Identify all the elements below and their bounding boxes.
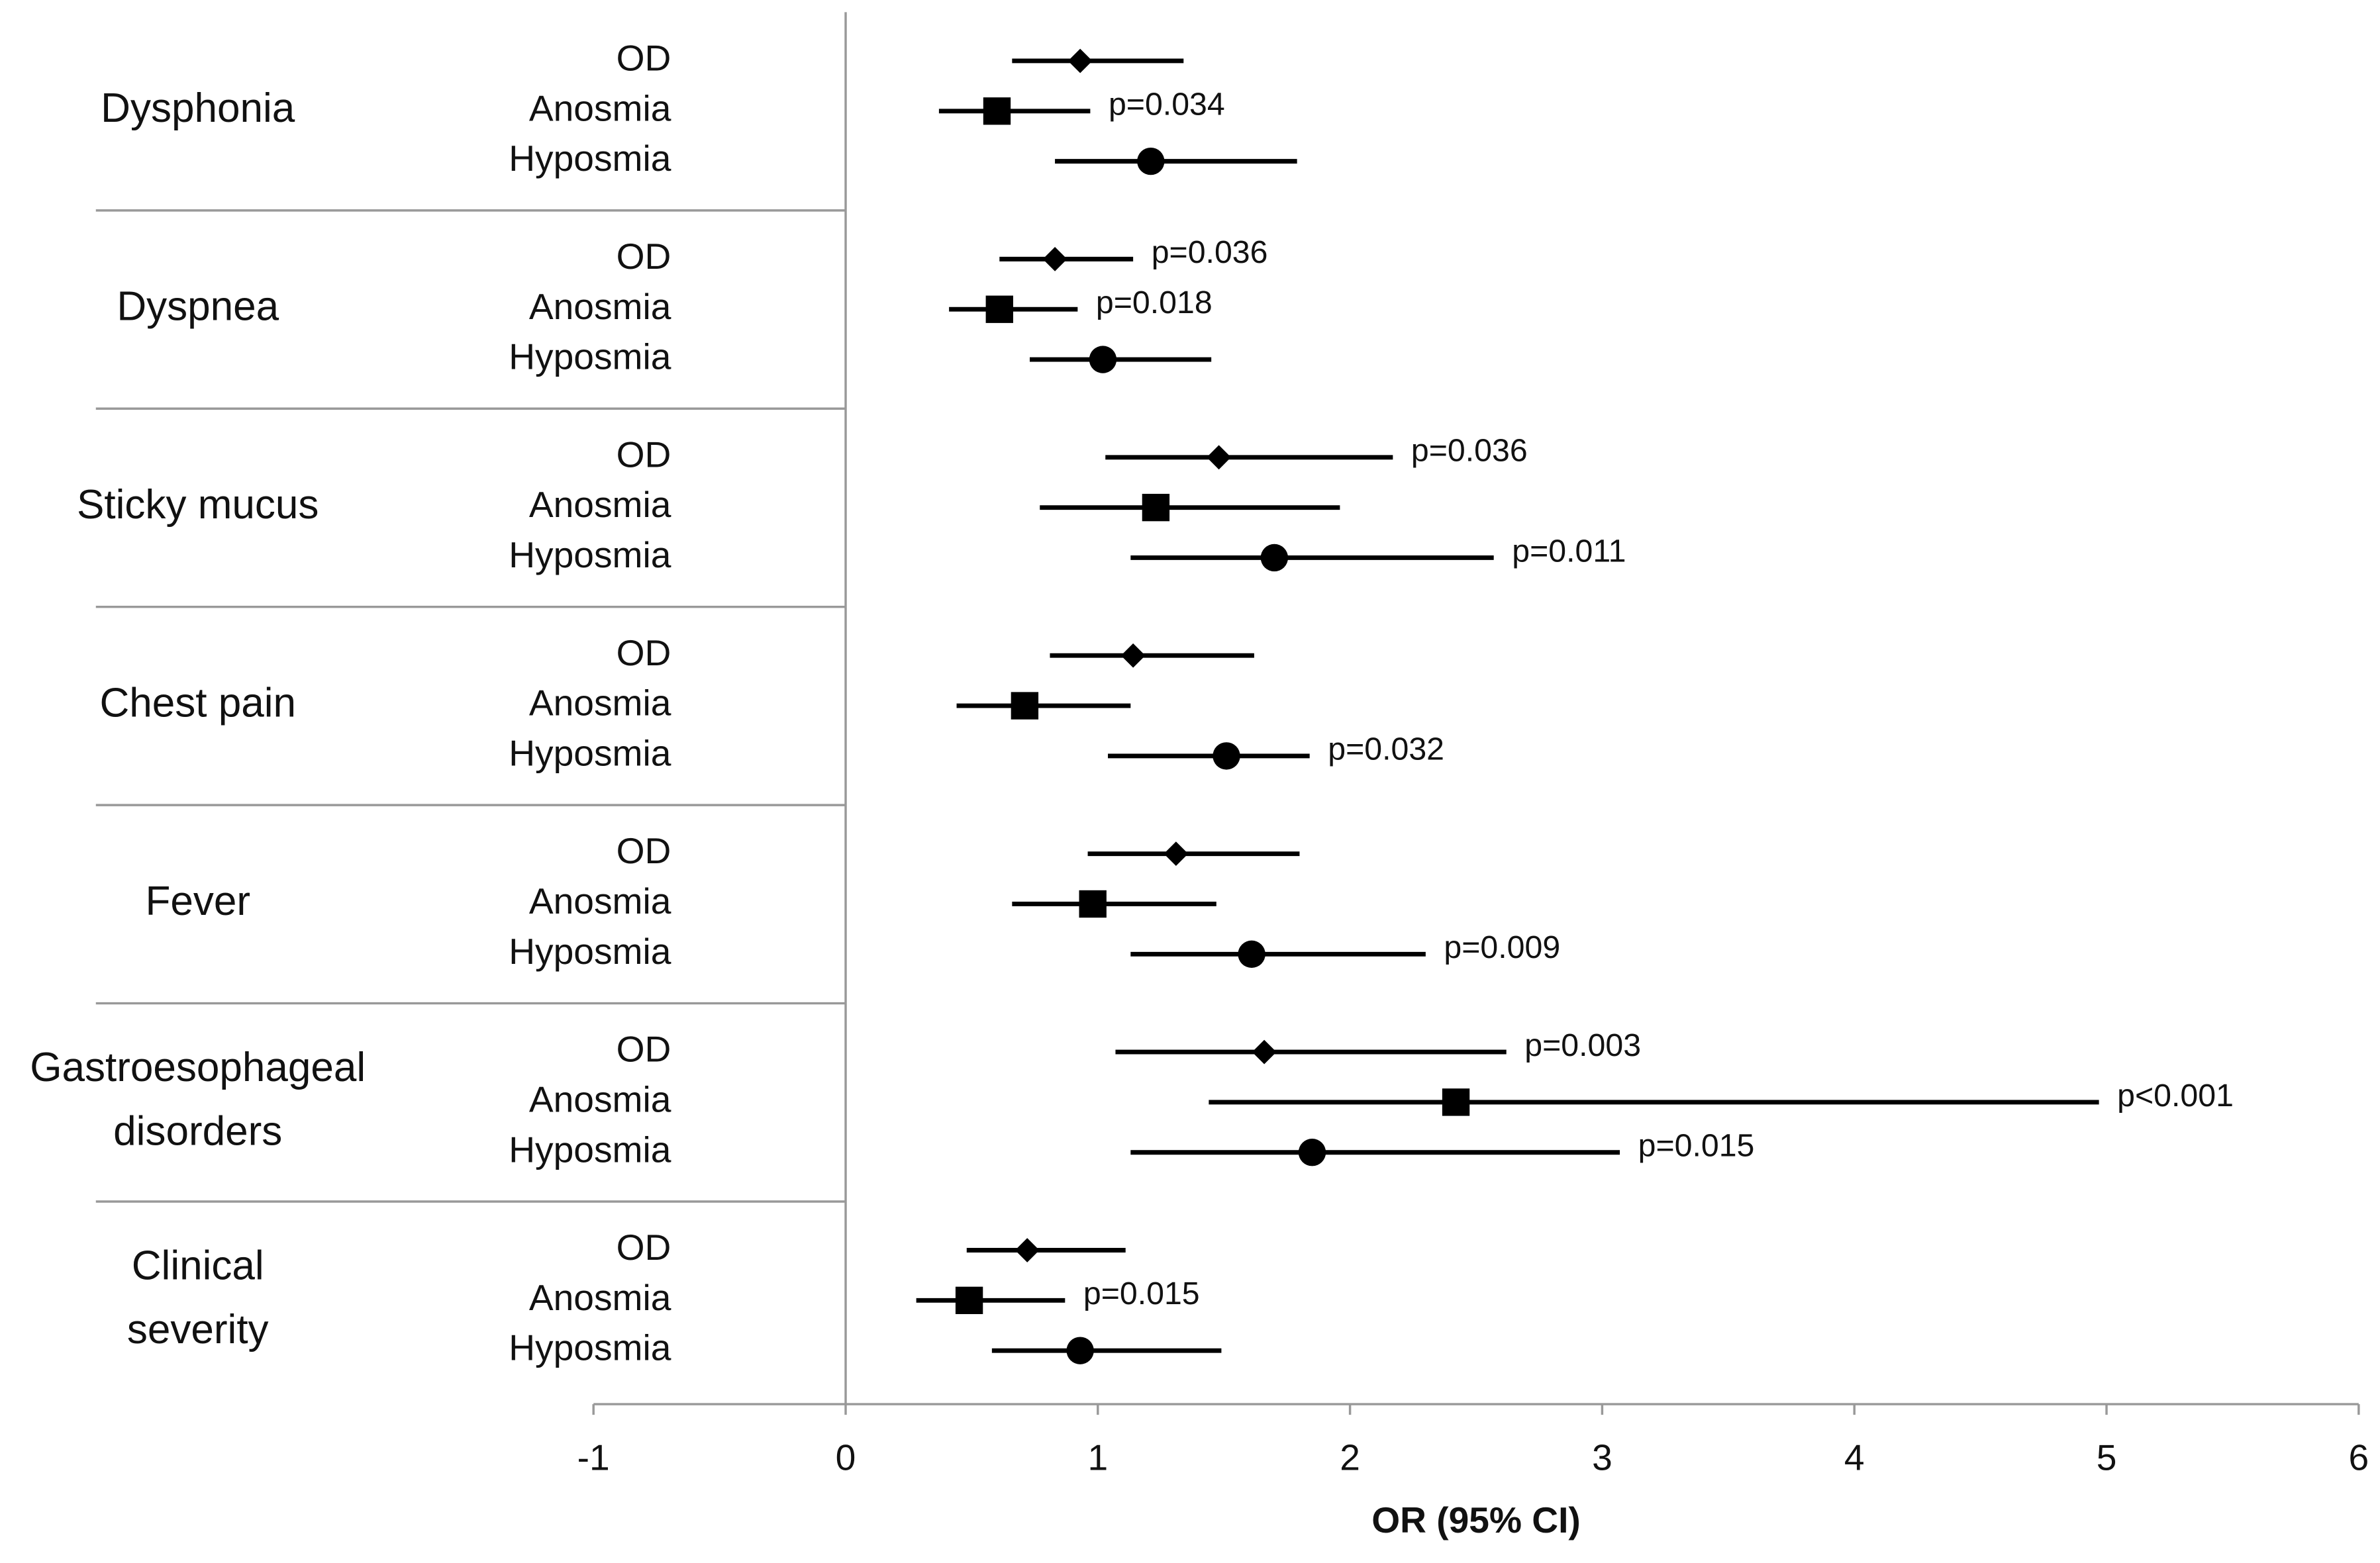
x-tick-label: 0	[836, 1437, 856, 1478]
p-value-label: p=0.018	[1096, 285, 1213, 320]
p-value-label: p=0.015	[1638, 1128, 1755, 1164]
p-value-label: p=0.034	[1109, 87, 1225, 122]
x-tick-label: 6	[2348, 1437, 2369, 1478]
row-label: Hyposmia	[509, 336, 671, 377]
x-tick-label: 3	[1592, 1437, 1612, 1478]
p-value-label: p=0.036	[1411, 433, 1528, 469]
estimate-marker	[955, 1286, 983, 1315]
x-tick-label: 2	[1340, 1437, 1360, 1478]
row-label: Anosmia	[529, 1277, 671, 1318]
estimate-marker	[1137, 147, 1165, 175]
estimate-marker	[1207, 445, 1231, 470]
estimate-marker	[1252, 1039, 1277, 1065]
row-label: Hyposmia	[509, 534, 671, 575]
row-label: OD	[617, 632, 671, 673]
p-value-label: p<0.001	[2117, 1078, 2234, 1113]
group-label: severity	[127, 1307, 269, 1352]
x-tick-label: 1	[1087, 1437, 1108, 1478]
x-tick-label: 5	[2097, 1437, 2117, 1478]
estimate-marker	[1298, 1139, 1326, 1166]
row-label: Anosmia	[529, 484, 671, 525]
row-label: OD	[617, 236, 671, 277]
group-label: Chest pain	[99, 680, 296, 726]
row-label: OD	[617, 1029, 671, 1070]
p-value-label: p=0.009	[1444, 929, 1560, 965]
group-label: Sticky mucus	[77, 482, 319, 528]
row-label: Hyposmia	[509, 732, 671, 773]
row-label: OD	[617, 830, 671, 871]
row-label: Anosmia	[529, 286, 671, 327]
group-label: Clinical	[132, 1243, 264, 1288]
p-value-label: p=0.032	[1328, 732, 1444, 767]
estimate-marker	[1164, 841, 1189, 867]
row-label: Anosmia	[529, 1078, 671, 1119]
estimate-marker	[1015, 1238, 1040, 1262]
row-label: Hyposmia	[509, 1327, 671, 1368]
group-label: disorders	[113, 1109, 282, 1155]
estimate-marker	[1066, 1337, 1094, 1364]
row-label: OD	[617, 38, 671, 79]
p-value-label: p=0.015	[1083, 1276, 1200, 1311]
estimate-marker	[1067, 48, 1093, 73]
row-label: Anosmia	[529, 683, 671, 724]
estimate-marker	[1238, 940, 1265, 968]
estimate-marker	[1260, 544, 1289, 572]
row-label: OD	[617, 1227, 671, 1268]
x-axis-title: OR (95% CI)	[1371, 1499, 1581, 1540]
estimate-marker	[983, 97, 1011, 125]
estimate-marker	[1011, 692, 1039, 720]
p-value-label: p=0.003	[1524, 1027, 1641, 1063]
row-label: Hyposmia	[509, 1129, 671, 1170]
p-value-label: p=0.011	[1512, 533, 1626, 569]
estimate-marker	[1213, 742, 1240, 770]
x-tick-label: -1	[577, 1437, 610, 1478]
row-label: Anosmia	[529, 87, 671, 128]
estimate-marker	[985, 295, 1013, 323]
group-label: Dysphonia	[101, 85, 295, 131]
row-label: Hyposmia	[509, 138, 671, 179]
estimate-marker	[1079, 890, 1107, 918]
estimate-marker	[1042, 246, 1067, 271]
group-label: Fever	[145, 878, 250, 924]
estimate-marker	[1120, 643, 1146, 668]
group-label: Dyspnea	[117, 284, 279, 330]
row-label: Hyposmia	[509, 931, 671, 972]
row-label: Anosmia	[529, 880, 671, 922]
estimate-marker	[1142, 493, 1170, 522]
estimate-marker	[1089, 346, 1117, 373]
estimate-marker	[1442, 1088, 1470, 1116]
row-label: OD	[617, 434, 671, 475]
p-value-label: p=0.036	[1152, 234, 1268, 270]
group-label: Gastroesophageal	[30, 1045, 366, 1090]
x-tick-label: 4	[1844, 1437, 1865, 1478]
